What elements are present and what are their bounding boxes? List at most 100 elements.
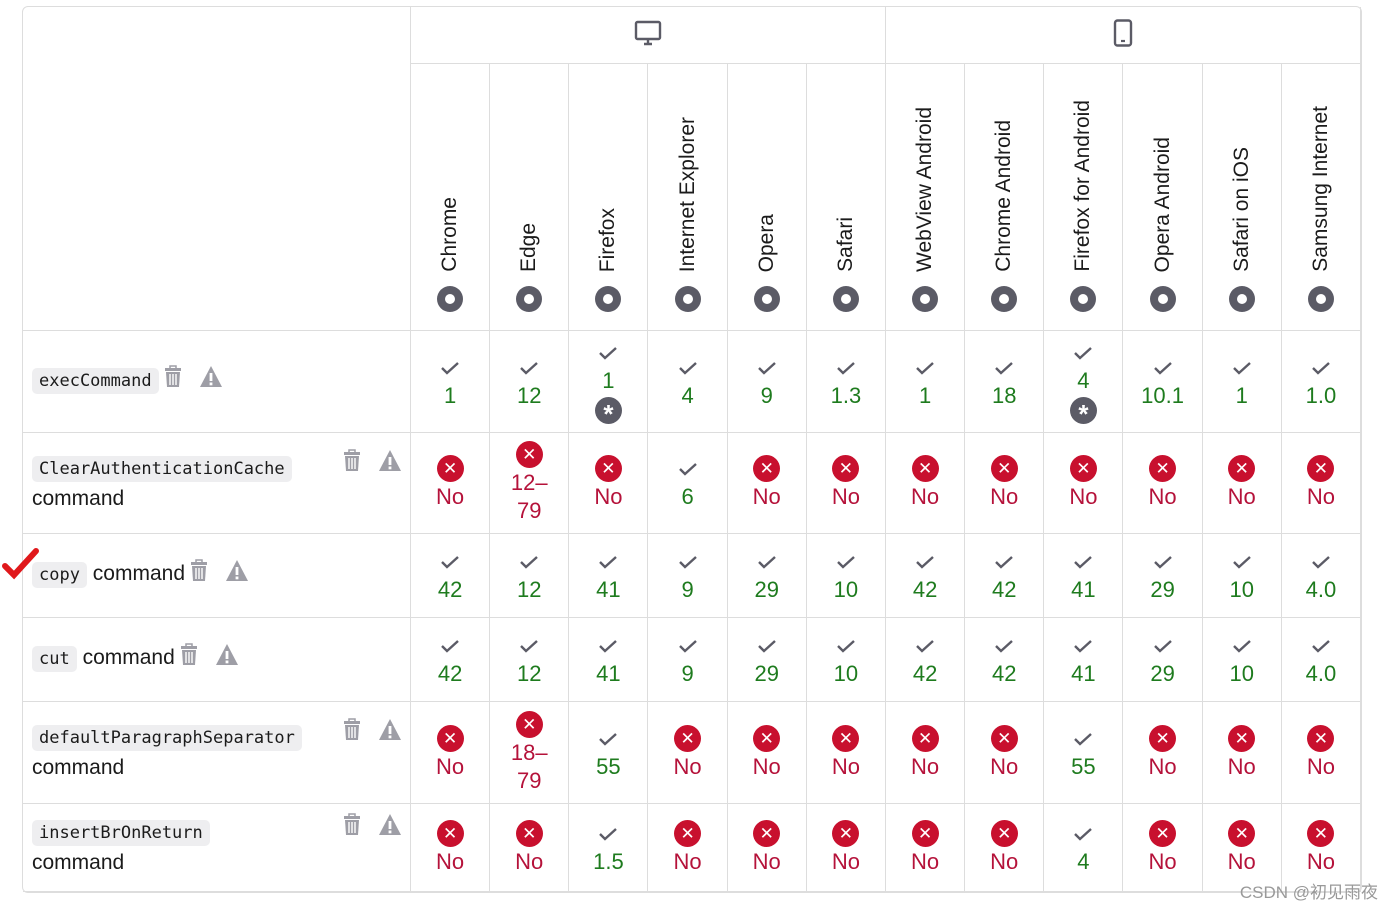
feature-code[interactable]: execCommand [32, 368, 159, 394]
support-cell[interactable]: 42 [965, 534, 1045, 618]
support-cell[interactable]: ✕ No [885, 804, 966, 892]
support-cell[interactable]: ✕ No [1044, 433, 1124, 534]
support-cell[interactable]: 55 [1044, 702, 1124, 804]
support-cell[interactable]: 55 [569, 702, 649, 804]
support-cell[interactable]: ✕ No [1123, 702, 1203, 804]
support-cell[interactable]: 10 [1202, 618, 1282, 702]
support-cell[interactable]: ✕ No [1123, 433, 1203, 534]
feature-code[interactable]: copy [32, 562, 87, 588]
check-icon [678, 455, 698, 483]
support-cell[interactable]: ✕ No [727, 433, 807, 534]
support-cell[interactable]: 42 [965, 618, 1045, 702]
support-cell[interactable]: 41 [569, 534, 649, 618]
support-cell[interactable]: 18 [965, 331, 1045, 433]
support-cell[interactable]: 9 [727, 331, 807, 433]
unsupported-x-icon: ✕ [436, 455, 464, 482]
support-cell[interactable]: ✕ No [727, 702, 807, 804]
firefox-icon [595, 286, 622, 312]
support-cell[interactable]: ✕ No [806, 702, 886, 804]
support-cell[interactable]: ✕ No [490, 804, 570, 892]
support-cell[interactable]: ✕ No [1281, 804, 1361, 892]
support-cell[interactable]: ✕ No [965, 804, 1045, 892]
support-cell[interactable]: 10 [806, 618, 886, 702]
check-icon [836, 632, 856, 660]
support-cell[interactable]: ✕ No [648, 702, 728, 804]
support-cell[interactable]: 1 * [569, 331, 649, 433]
support-cell[interactable]: 9 [648, 534, 728, 618]
browser-header-safari: Safari [806, 64, 886, 331]
support-cell[interactable]: 1.5 [569, 804, 649, 892]
support-cell[interactable]: ✕ No [1202, 433, 1282, 534]
version-value: No [515, 848, 544, 874]
support-cell[interactable]: 4.0 [1281, 618, 1361, 702]
support-cell[interactable]: ✕ No [648, 804, 728, 892]
support-cell[interactable]: ✕ No [806, 804, 886, 892]
support-cell[interactable]: ✕ No [1202, 804, 1282, 892]
feature-code[interactable]: insertBrOnReturn [32, 820, 210, 846]
support-cell[interactable]: ✕ No [727, 804, 807, 892]
support-cell[interactable]: ✕ No [965, 702, 1045, 804]
check-icon [519, 548, 539, 576]
footnote-asterisk-icon[interactable]: * [594, 397, 622, 429]
browser-name: Safari [833, 217, 857, 272]
support-cell[interactable]: ✕ No [806, 433, 886, 534]
version-value: No [436, 753, 465, 779]
feature-code[interactable]: ClearAuthenticationCache [32, 455, 292, 482]
browser-header-webview-android: WebView Android [885, 64, 966, 331]
support-cell[interactable]: ✕ No [965, 433, 1045, 534]
support-cell[interactable]: 29 [1123, 618, 1203, 702]
support-cell[interactable]: 12 [490, 534, 570, 618]
support-cell[interactable]: 10.1 [1123, 331, 1203, 433]
support-cell[interactable]: 1 [885, 331, 966, 433]
support-cell[interactable]: 1 [1202, 331, 1282, 433]
support-cell[interactable]: ✕ No [411, 433, 491, 534]
support-cell[interactable]: 10 [1202, 534, 1282, 618]
support-cell[interactable]: 42 [885, 534, 966, 618]
support-cell[interactable]: 41 [569, 618, 649, 702]
support-cell[interactable]: 9 [648, 618, 728, 702]
support-cell[interactable]: ✕ 18– 79 [490, 702, 570, 804]
support-cell[interactable]: 4 [1044, 804, 1124, 892]
support-cell[interactable]: ✕ No [411, 702, 491, 804]
support-cell[interactable]: 41 [1044, 618, 1124, 702]
feature-code[interactable]: cut [32, 646, 77, 672]
version-value: No [752, 848, 781, 874]
version-value: 10 [833, 576, 859, 602]
version-value: 41 [596, 576, 621, 602]
feature-code[interactable]: defaultParagraphSeparator [32, 725, 302, 751]
support-cell[interactable]: 29 [727, 618, 807, 702]
support-cell[interactable]: 41 [1044, 534, 1124, 618]
check-icon [1311, 354, 1331, 382]
support-cell[interactable]: ✕ No [569, 433, 649, 534]
browser-header-opera: Opera [727, 64, 807, 331]
support-cell[interactable]: 10 [806, 534, 886, 618]
support-cell[interactable]: 4 [648, 331, 728, 433]
version-value: No [990, 484, 1019, 509]
support-cell[interactable]: 42 [411, 534, 491, 618]
support-cell[interactable]: ✕ No [885, 702, 966, 804]
support-cell[interactable]: 29 [1123, 534, 1203, 618]
support-cell[interactable]: 12 [490, 331, 570, 433]
support-cell[interactable]: 29 [727, 534, 807, 618]
support-cell[interactable]: ✕ No [885, 433, 966, 534]
support-cell[interactable]: 1.3 [806, 331, 886, 433]
support-cell[interactable]: ✕ No [1281, 433, 1361, 534]
support-cell[interactable]: 1.0 [1281, 331, 1361, 433]
support-cell[interactable]: ✕ No [411, 804, 491, 892]
support-cell[interactable]: 4.0 [1281, 534, 1361, 618]
support-cell[interactable]: 1 [411, 331, 491, 433]
android-icon [912, 286, 939, 312]
support-cell[interactable]: ✕ No [1202, 702, 1282, 804]
support-cell[interactable]: ✕ No [1123, 804, 1203, 892]
support-cell[interactable]: 42 [885, 618, 966, 702]
support-cell[interactable]: 42 [411, 618, 491, 702]
support-cell[interactable]: 6 [648, 433, 728, 534]
support-cell[interactable]: ✕ 12– 79 [490, 433, 570, 534]
support-cell[interactable]: 4 * [1044, 331, 1124, 433]
version-value: 1.0 [1305, 382, 1337, 408]
support-cell[interactable]: ✕ No [1281, 702, 1361, 804]
unsupported-x-icon: ✕ [990, 724, 1018, 752]
deprecated-trash-icon [340, 813, 364, 846]
support-cell[interactable]: 12 [490, 618, 570, 702]
footnote-asterisk-icon[interactable]: * [1069, 397, 1097, 429]
